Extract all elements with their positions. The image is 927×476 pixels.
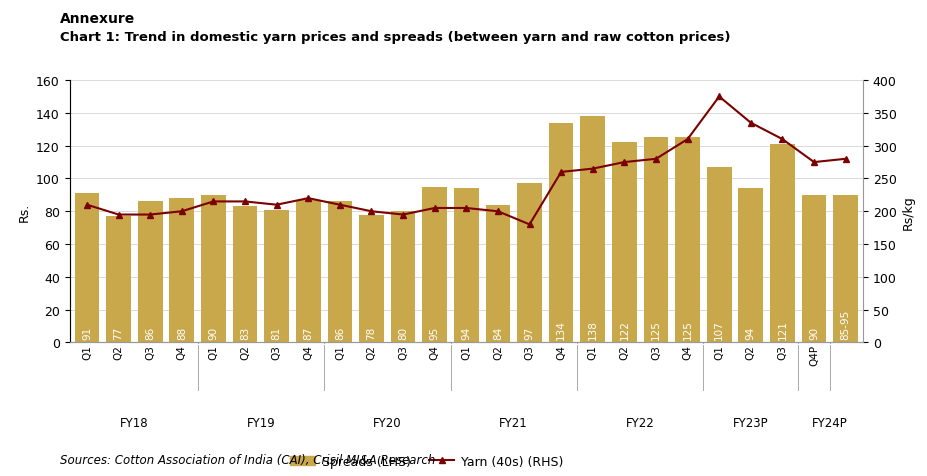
Bar [74, 194, 99, 343]
Bar [516, 184, 541, 343]
Text: 94: 94 [745, 326, 755, 339]
Bar [327, 202, 352, 343]
Text: 77: 77 [113, 326, 123, 339]
Bar [138, 202, 162, 343]
Y-axis label: Rs.: Rs. [18, 202, 31, 221]
Text: 80: 80 [398, 327, 408, 339]
Text: 125: 125 [650, 319, 660, 339]
Text: 78: 78 [366, 326, 376, 339]
Text: FY24P: FY24P [811, 416, 846, 429]
Bar [612, 143, 636, 343]
Bar [201, 196, 225, 343]
Text: 121: 121 [777, 319, 787, 339]
Text: FY18: FY18 [120, 416, 148, 429]
Text: 97: 97 [524, 326, 534, 339]
Text: 91: 91 [82, 326, 92, 339]
Text: 83: 83 [240, 326, 249, 339]
Text: 81: 81 [272, 326, 282, 339]
Text: 125: 125 [682, 319, 692, 339]
Text: 86: 86 [335, 326, 345, 339]
Bar [832, 196, 857, 343]
Text: FY21: FY21 [499, 416, 527, 429]
Bar [422, 187, 447, 343]
Bar [801, 196, 825, 343]
Bar [643, 138, 667, 343]
Text: 138: 138 [587, 319, 597, 339]
Bar [769, 145, 794, 343]
Bar [485, 205, 510, 343]
Y-axis label: Rs/kg: Rs/kg [901, 195, 914, 229]
Bar [706, 168, 730, 343]
Text: FY20: FY20 [373, 416, 401, 429]
Bar [296, 200, 320, 343]
Text: 84: 84 [492, 326, 502, 339]
Bar [548, 123, 573, 343]
Text: 90: 90 [209, 327, 218, 339]
Bar [579, 117, 604, 343]
Text: 90: 90 [808, 327, 819, 339]
Text: 94: 94 [461, 326, 471, 339]
Bar [390, 212, 415, 343]
Text: Sources: Cotton Association of India (CAI), Crisil MI&A Research: Sources: Cotton Association of India (CA… [60, 454, 435, 466]
Text: Chart 1: Trend in domestic yarn prices and spreads (between yarn and raw cotton : Chart 1: Trend in domestic yarn prices a… [60, 31, 730, 44]
Text: 122: 122 [618, 319, 629, 339]
Bar [233, 207, 257, 343]
Bar [170, 199, 194, 343]
Text: Annexure: Annexure [60, 12, 135, 26]
Text: FY22: FY22 [625, 416, 654, 429]
Bar [359, 215, 384, 343]
Bar [453, 189, 478, 343]
Text: 87: 87 [303, 326, 313, 339]
Text: 134: 134 [555, 319, 565, 339]
Bar [107, 217, 131, 343]
Text: 95: 95 [429, 326, 439, 339]
Text: 107: 107 [714, 320, 723, 339]
Bar [675, 138, 699, 343]
Bar [264, 210, 288, 343]
Bar [738, 189, 762, 343]
Legend: Spreads (LHS), Yarn (40s) (RHS): Spreads (LHS), Yarn (40s) (RHS) [286, 450, 567, 473]
Text: 88: 88 [177, 326, 186, 339]
Text: 85-95: 85-95 [840, 309, 850, 339]
Text: FY19: FY19 [247, 416, 275, 429]
Text: 86: 86 [145, 326, 155, 339]
Text: FY23P: FY23P [732, 416, 768, 429]
